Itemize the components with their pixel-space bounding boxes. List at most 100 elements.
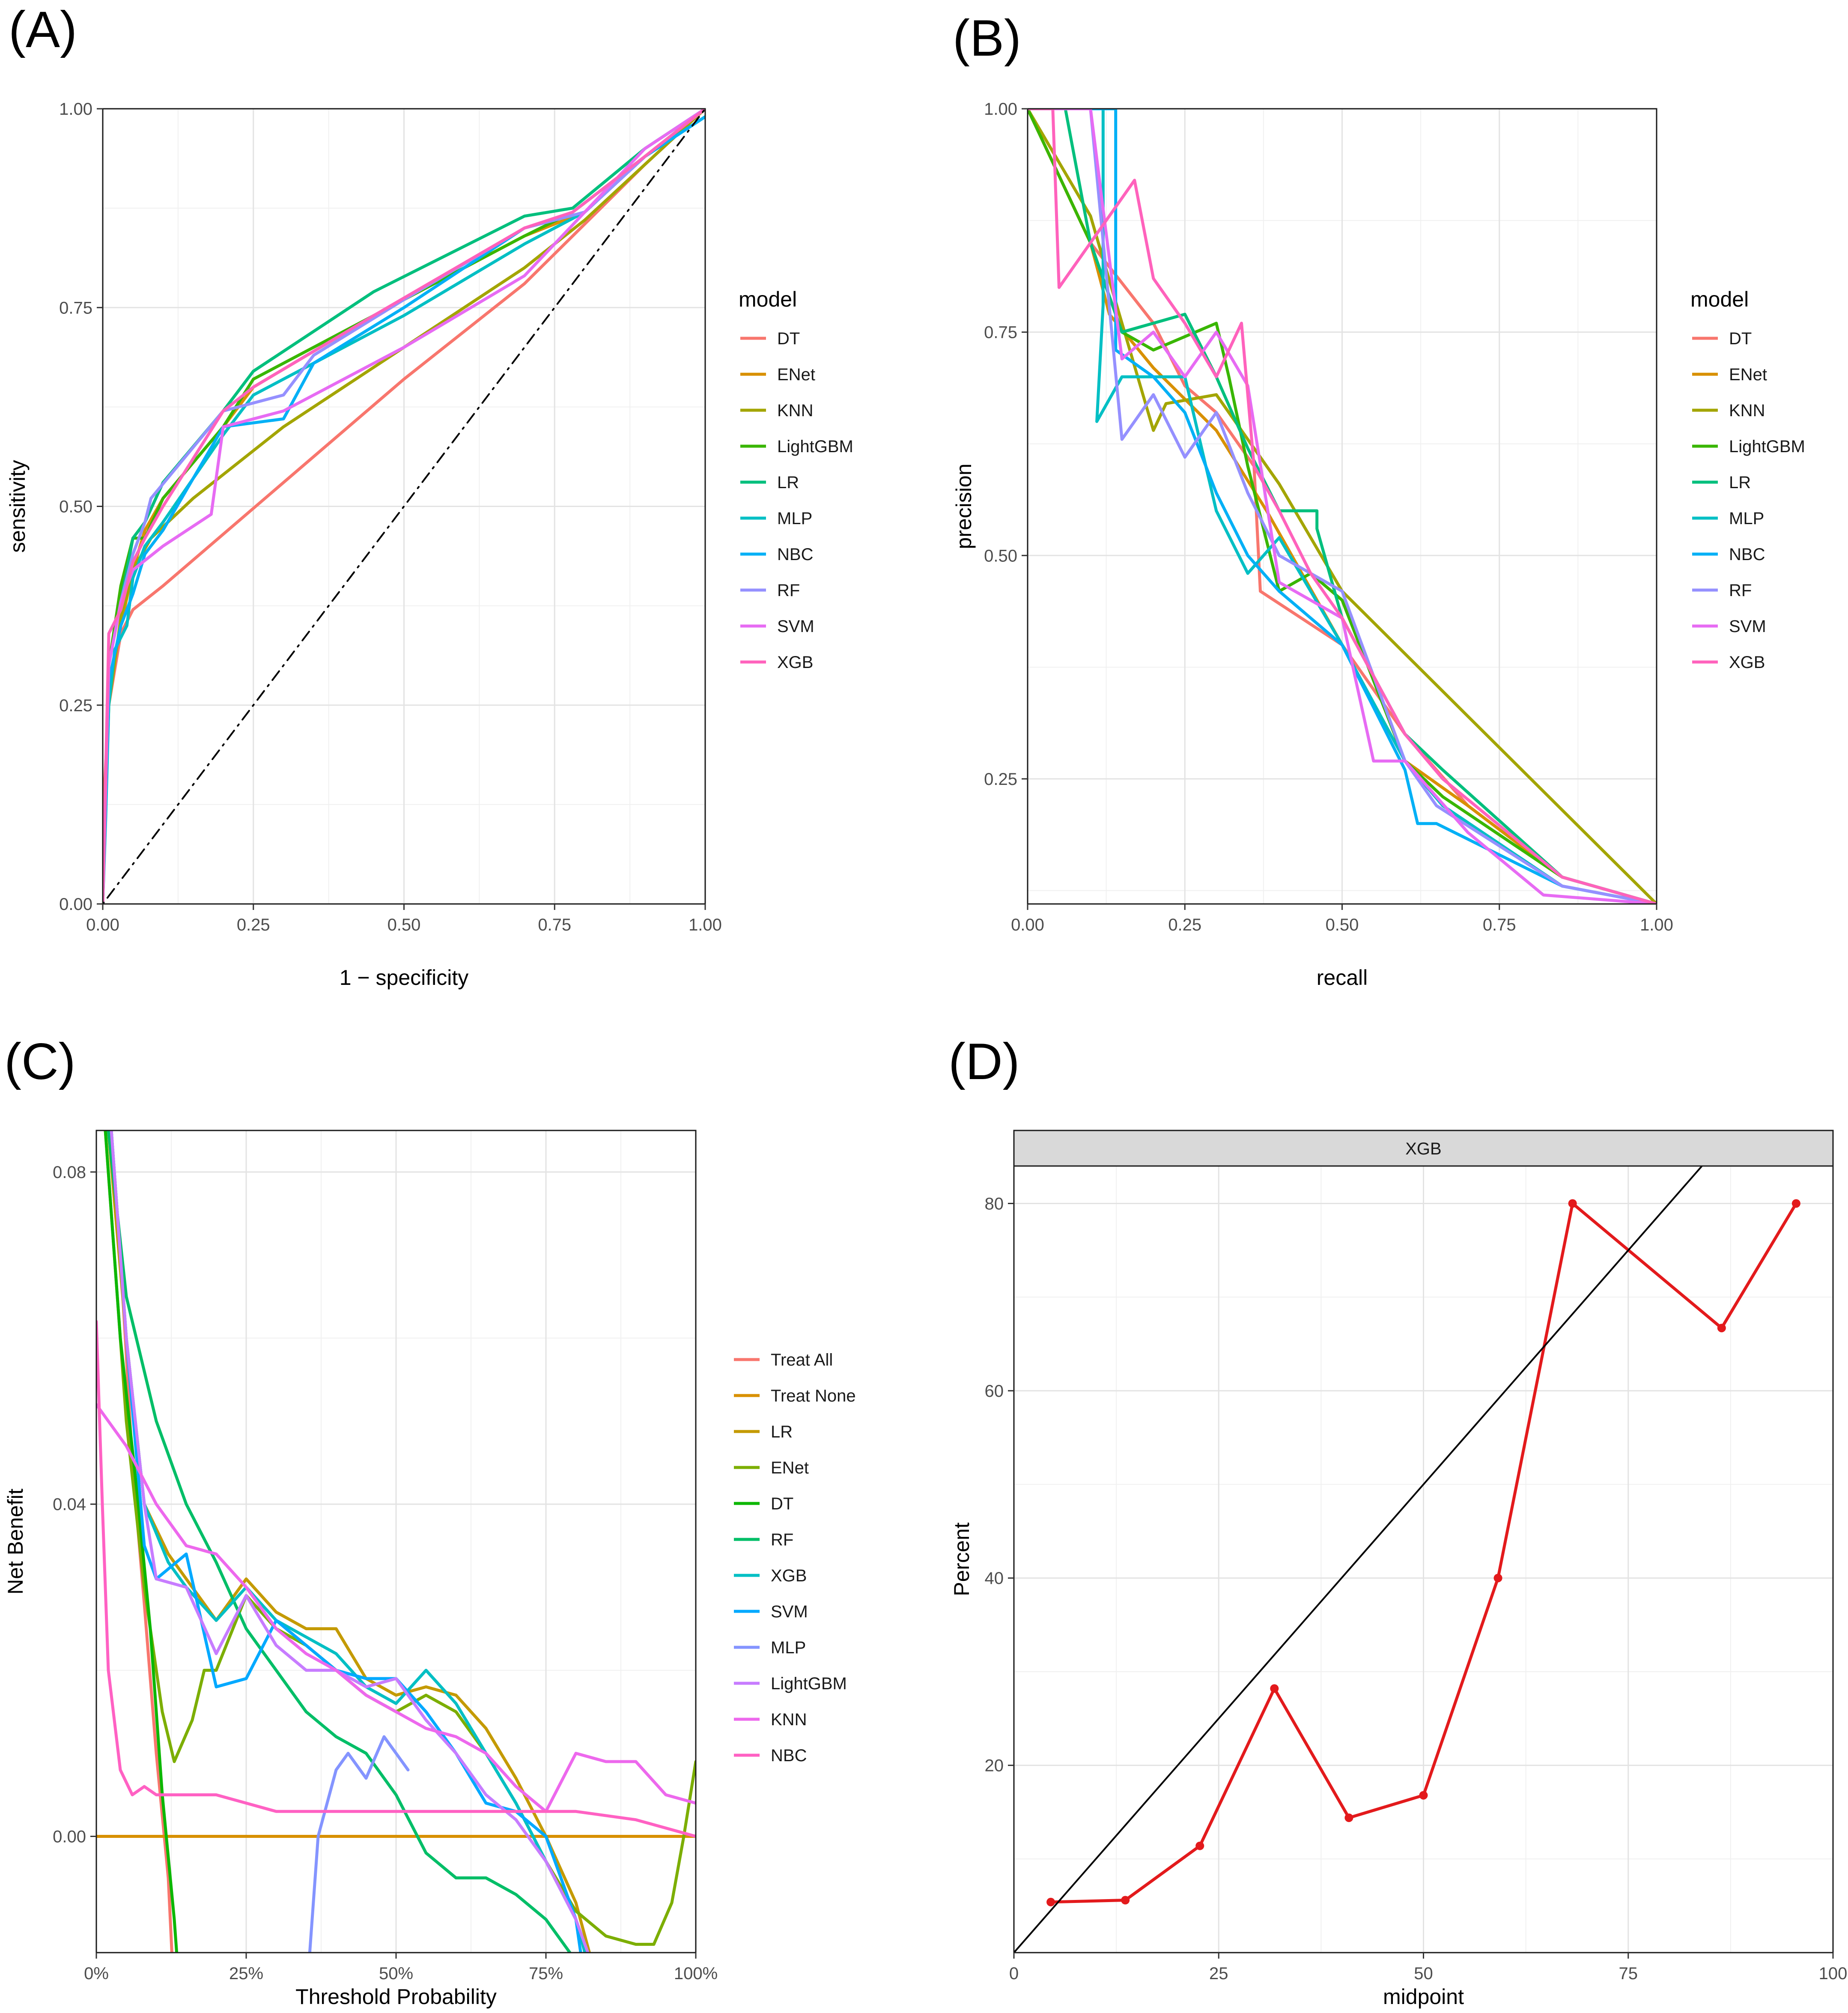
legend-title: model: [739, 287, 797, 311]
legend-label: ENet: [777, 365, 815, 384]
y-tick-label: 0.25: [984, 770, 1017, 789]
series-line-dt: [104, 1130, 179, 1953]
y-tick-label: 0.00: [59, 895, 92, 914]
legend-label: SVM: [777, 617, 814, 636]
legend-label: LightGBM: [777, 437, 853, 456]
y-tick-label: 0.75: [984, 323, 1017, 342]
legend-label: SVM: [771, 1602, 808, 1621]
series-line-lightgbm: [110, 1130, 590, 1953]
legend-label: RF: [1729, 581, 1752, 600]
y-tick-label: 1.00: [59, 100, 92, 119]
series-group: [103, 109, 705, 904]
y-tick-label: 20: [985, 1757, 1004, 1775]
series-line-xgb: [103, 109, 705, 904]
y-tick-label: 80: [985, 1194, 1004, 1213]
series-line-xgb: [110, 1130, 587, 1953]
legend: model DT ENet KNN LightGBM LR MLP NBC RF SVM XGB: [1690, 287, 1805, 672]
y-tick-label: 0.04: [53, 1495, 86, 1514]
legend-label: MLP: [777, 509, 812, 528]
y-tick-label: 0.50: [984, 546, 1017, 565]
x-tick-label: 1.00: [1640, 916, 1673, 934]
y-tick-label: 0.08: [53, 1163, 86, 1182]
legend-label: RF: [777, 581, 800, 600]
series-line-mlp: [308, 1735, 410, 1953]
data-point: [1046, 1897, 1055, 1906]
legend-label: XGB: [1729, 653, 1765, 672]
y-axis-label: Net Benefit: [3, 1488, 27, 1594]
grid: [1027, 108, 1657, 904]
x-tick-label: 0.00: [1011, 916, 1044, 934]
x-axis-label: Threshold Probability: [295, 1985, 497, 2009]
y-tick-label: 0.00: [53, 1827, 86, 1846]
facet-strip-label: XGB: [1405, 1139, 1441, 1158]
legend-label: ENet: [771, 1458, 809, 1477]
x-axis-label: midpoint: [1383, 1985, 1464, 2009]
panel-3: (D) XGB 0 25 50 75 100 20 40 60 80 midpoint Percent: [948, 1033, 1848, 2009]
data-point: [1568, 1199, 1577, 1208]
panel-2: (C) 0% 25% 50% 75% 100% 0.00 0.04 0.08 Threshold …: [3, 1033, 856, 2009]
legend-label: DT: [771, 1494, 793, 1513]
y-tick-label: 40: [985, 1569, 1004, 1588]
legend-label: RF: [771, 1530, 793, 1549]
panel-label: (D): [948, 1033, 1020, 1090]
legend-label: XGB: [777, 653, 813, 672]
series-line-reference: [1014, 1166, 1703, 1953]
series-line-lightgbm: [1028, 109, 1657, 904]
x-tick-label: 0.50: [1326, 916, 1359, 934]
series-line-svm: [103, 109, 705, 904]
series-line-rf: [1028, 109, 1657, 904]
series-line-reference: [103, 109, 705, 904]
x-axis-label: recall: [1317, 966, 1368, 990]
legend-label: ENet: [1729, 365, 1767, 384]
legend-label: NBC: [1729, 545, 1765, 564]
legend-label: DT: [1729, 329, 1752, 348]
legend-label: DT: [777, 329, 800, 348]
panel-label: (C): [4, 1033, 76, 1090]
legend-label: KNN: [771, 1710, 807, 1729]
panel-label: (A): [9, 1, 77, 58]
x-tick-label: 0.25: [237, 916, 270, 934]
legend-label: LR: [777, 473, 799, 492]
legend-label: LR: [1729, 473, 1751, 492]
y-tick-label: 0.25: [59, 696, 92, 715]
x-tick-label: 0.75: [1483, 916, 1516, 934]
series-line-knn: [96, 1403, 696, 1813]
data-point: [1791, 1199, 1800, 1208]
legend-label: NBC: [777, 545, 813, 564]
panel-0: (A) 0.00 0.25 0.50 0.75 1.00 0.00 0.25 0.50 0.75 1…: [6, 1, 853, 990]
data-point: [1344, 1813, 1353, 1822]
y-tick-label: 1.00: [984, 100, 1017, 119]
legend-label: XGB: [771, 1566, 807, 1585]
data-point: [1195, 1841, 1204, 1850]
y-axis-label: Percent: [950, 1522, 974, 1596]
series-line-svm: [110, 1130, 582, 1953]
x-tick-label: 0: [1009, 1964, 1019, 1983]
panel-1: (B) 0.00 0.25 0.50 0.75 1.00 0.25 0.50 0.75 1.00 r…: [952, 9, 1805, 990]
data-point: [1717, 1324, 1726, 1333]
x-tick-label: 75: [1619, 1964, 1638, 1983]
y-axis-label: precision: [952, 463, 976, 549]
x-tick-label: 0.00: [86, 916, 119, 934]
series-group: [96, 1130, 696, 1953]
series-group: [1014, 1166, 1800, 1953]
legend-label: LightGBM: [771, 1674, 847, 1693]
legend-label: LR: [771, 1423, 793, 1441]
legend-label: SVM: [1729, 617, 1766, 636]
data-point: [1270, 1684, 1279, 1693]
panel-label: (B): [953, 9, 1021, 67]
series-line-xgb: [1049, 1202, 1798, 1904]
legend: model DT ENet KNN LightGBM LR MLP NBC RF SVM XGB: [739, 287, 853, 672]
legend-title: model: [1690, 287, 1749, 311]
legend-label: Treat None: [771, 1387, 856, 1405]
x-tick-label: 100: [1819, 1964, 1848, 1983]
y-tick-label: 0.75: [59, 298, 92, 317]
legend-label: LightGBM: [1729, 437, 1805, 456]
legend-label: Treat All: [771, 1351, 833, 1369]
data-point: [1419, 1791, 1428, 1800]
grid: [1013, 1166, 1834, 1953]
y-axis-label: sensitivity: [6, 460, 30, 553]
grid: [95, 1130, 697, 1953]
x-tick-label: 75%: [529, 1964, 563, 1983]
legend-label: KNN: [1729, 401, 1765, 420]
